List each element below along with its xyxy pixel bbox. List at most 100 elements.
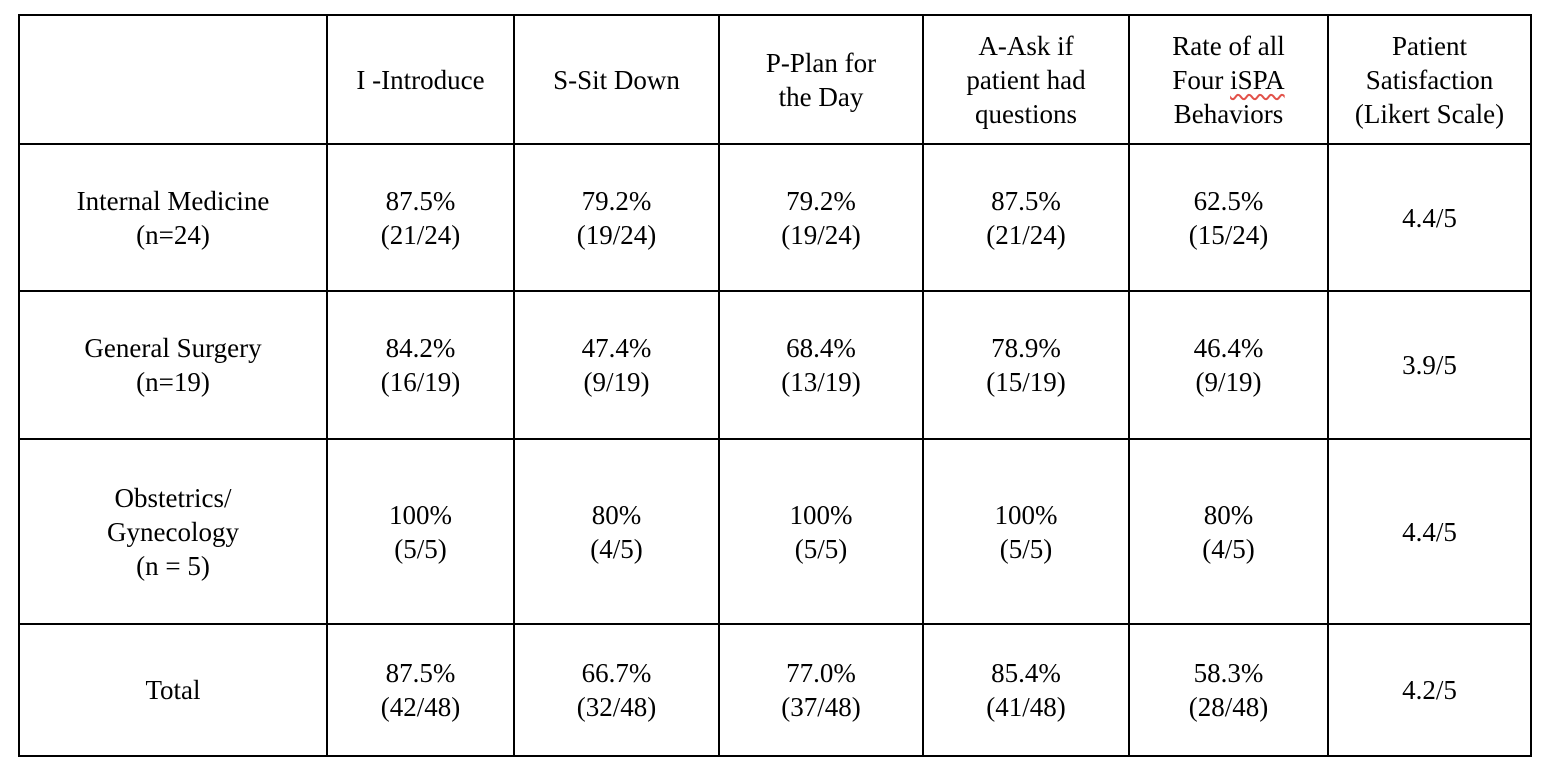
- row-header-total: Total: [18, 623, 328, 757]
- cell-fraction: (41/48): [986, 692, 1066, 722]
- col-header-label: Patient: [1392, 30, 1467, 61]
- cell-fraction: (13/19): [781, 367, 861, 397]
- satisfaction-cell: 4.2/5: [1327, 623, 1532, 757]
- col-header-plan-for-day: P-Plan for the Day: [718, 14, 924, 145]
- cell-percent: 66.7%: [581, 658, 652, 688]
- data-cell: 58.3% (28/48): [1128, 623, 1329, 757]
- row-label-line: (n=19): [136, 367, 210, 397]
- row-header-obstetrics-gynecology: Obstetrics/ Gynecology (n = 5): [18, 438, 328, 625]
- data-cell: 78.9% (15/19): [922, 290, 1130, 440]
- col-header-label: Four iSPA: [1131, 63, 1326, 97]
- table-row: Obstetrics/ Gynecology (n = 5) 100% (5/5…: [18, 438, 1532, 625]
- cell-percent: 87.5%: [991, 185, 1061, 216]
- cell-percent: 100%: [789, 499, 853, 530]
- col-header-label: Satisfaction: [1365, 64, 1494, 95]
- cell-fraction: (28/48): [1188, 692, 1269, 722]
- row-label-line: Gynecology: [107, 516, 239, 547]
- data-cell: 79.2% (19/24): [513, 143, 720, 292]
- row-label-line: (n=24): [136, 219, 210, 250]
- col-header-label: patient had: [966, 64, 1086, 95]
- satisfaction-value: 4.4/5: [1402, 516, 1457, 547]
- satisfaction-value: 4.4/5: [1402, 202, 1457, 233]
- col-header-label: (Likert Scale): [1354, 98, 1505, 129]
- col-header-label: S-Sit Down: [553, 64, 680, 95]
- cell-fraction: (5/5): [794, 533, 848, 564]
- col-header-label: A-Ask if: [978, 30, 1074, 61]
- cell-percent: 85.4%: [991, 658, 1061, 688]
- cell-percent: 87.5%: [385, 185, 456, 216]
- data-cell: 77.0% (37/48): [718, 623, 924, 757]
- row-label-line: General Surgery: [84, 333, 262, 363]
- col-header-patient-satisfaction: Patient Satisfaction (Likert Scale): [1327, 14, 1532, 145]
- col-header-label: P-Plan for: [765, 47, 877, 78]
- data-cell: 66.7% (32/48): [513, 623, 720, 757]
- table-row: Internal Medicine (n=24) 87.5% (21/24) 7…: [18, 143, 1532, 292]
- cell-fraction: (19/24): [576, 219, 657, 250]
- row-label-line: Internal Medicine: [76, 185, 270, 216]
- satisfaction-value: 4.2/5: [1402, 675, 1457, 705]
- col-header-rate-all-four: Rate of all Four iSPA Behaviors: [1128, 14, 1329, 145]
- table-row: General Surgery (n=19) 84.2% (16/19) 47.…: [18, 290, 1532, 440]
- satisfaction-cell: 4.4/5: [1327, 438, 1532, 625]
- col-header-label-prefix: Four: [1172, 64, 1231, 95]
- cell-fraction: (42/48): [380, 692, 461, 722]
- data-cell: 87.5% (21/24): [922, 143, 1130, 292]
- cell-percent: 68.4%: [786, 333, 856, 363]
- cell-percent: 80%: [591, 499, 642, 530]
- data-cell: 46.4% (9/19): [1128, 290, 1329, 440]
- cell-fraction: (21/24): [986, 219, 1066, 250]
- row-label-line: (n = 5): [136, 550, 210, 581]
- cell-fraction: (4/5): [1202, 533, 1255, 564]
- cell-percent: 100%: [389, 499, 452, 530]
- cell-fraction: (19/24): [781, 219, 861, 250]
- row-label-line: Total: [145, 675, 201, 705]
- cell-fraction: (5/5): [999, 533, 1053, 564]
- satisfaction-cell: 4.4/5: [1327, 143, 1532, 292]
- data-cell: 47.4% (9/19): [513, 290, 720, 440]
- data-cell: 80% (4/5): [513, 438, 720, 625]
- ispa-results-table: I -Introduce S-Sit Down P-Plan for the D…: [18, 14, 1532, 757]
- cell-percent: 47.4%: [581, 333, 652, 363]
- cell-percent: 78.9%: [991, 333, 1061, 363]
- col-header-label: the Day: [778, 81, 864, 112]
- cell-fraction: (9/19): [583, 367, 650, 397]
- cell-percent: 46.4%: [1193, 333, 1264, 363]
- data-cell: 87.5% (21/24): [326, 143, 515, 292]
- col-header-label: Behaviors: [1173, 98, 1284, 129]
- cell-percent: 80%: [1203, 499, 1254, 530]
- misspelled-word-ispa: iSPA: [1230, 64, 1285, 95]
- cell-fraction: (15/24): [1188, 219, 1269, 250]
- cell-fraction: (5/5): [394, 533, 447, 564]
- table-header-row: I -Introduce S-Sit Down P-Plan for the D…: [18, 14, 1532, 145]
- data-cell: 100% (5/5): [718, 438, 924, 625]
- cell-fraction: (15/19): [986, 367, 1066, 397]
- col-header-introduce: I -Introduce: [326, 14, 515, 145]
- row-label-line: Obstetrics/: [114, 482, 232, 513]
- table-row: Total 87.5% (42/48) 66.7% (32/48) 77.0% …: [18, 623, 1532, 757]
- cell-percent: 62.5%: [1193, 185, 1264, 216]
- satisfaction-value: 3.9/5: [1402, 350, 1457, 380]
- row-header-general-surgery: General Surgery (n=19): [18, 290, 328, 440]
- cell-fraction: (21/24): [380, 219, 461, 250]
- col-header-label: questions: [974, 98, 1077, 129]
- data-cell: 68.4% (13/19): [718, 290, 924, 440]
- cell-percent: 58.3%: [1193, 658, 1264, 688]
- cell-percent: 77.0%: [786, 658, 856, 688]
- row-header-internal-medicine: Internal Medicine (n=24): [18, 143, 328, 292]
- col-header-label: I -Introduce: [356, 64, 485, 95]
- corner-cell: [18, 14, 328, 145]
- cell-percent: 79.2%: [581, 185, 652, 216]
- data-cell: 100% (5/5): [922, 438, 1130, 625]
- col-header-ask-questions: A-Ask if patient had questions: [922, 14, 1130, 145]
- cell-fraction: (9/19): [1195, 367, 1262, 397]
- data-cell: 84.2% (16/19): [326, 290, 515, 440]
- cell-percent: 87.5%: [385, 658, 456, 688]
- cell-fraction: (4/5): [590, 533, 643, 564]
- data-cell: 87.5% (42/48): [326, 623, 515, 757]
- data-cell: 100% (5/5): [326, 438, 515, 625]
- col-header-label: Rate of all: [1172, 30, 1285, 61]
- data-cell: 80% (4/5): [1128, 438, 1329, 625]
- data-cell: 62.5% (15/24): [1128, 143, 1329, 292]
- data-cell: 85.4% (41/48): [922, 623, 1130, 757]
